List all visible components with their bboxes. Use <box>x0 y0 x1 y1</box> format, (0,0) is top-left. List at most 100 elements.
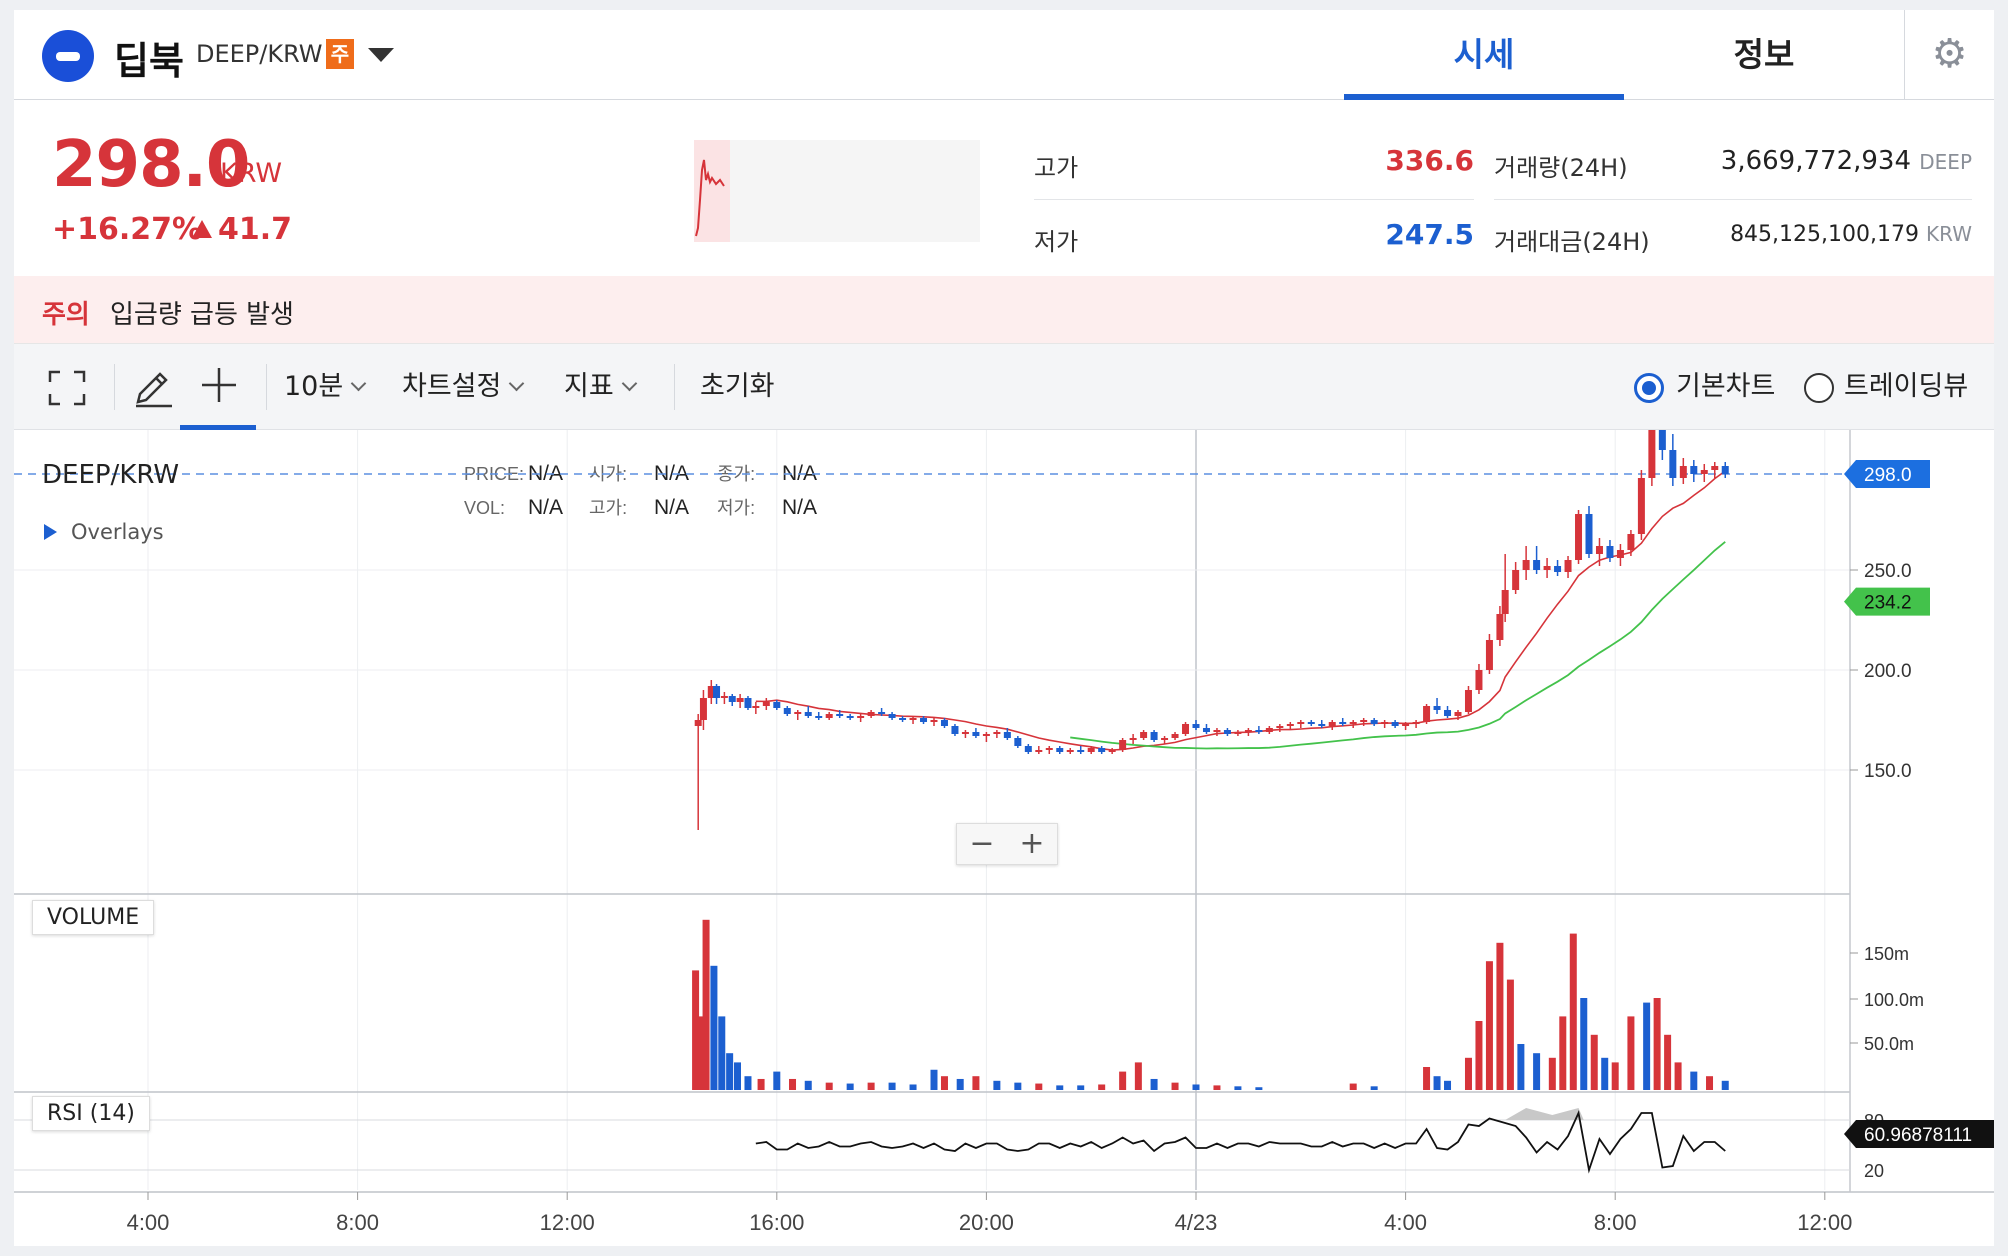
candle-body <box>940 720 948 726</box>
radio-tradingview[interactable] <box>1804 373 1834 403</box>
volume-bar <box>1506 979 1514 1090</box>
candle-body <box>1223 730 1231 734</box>
zoom-out-button[interactable]: − <box>969 826 995 861</box>
candle-body <box>1234 732 1242 734</box>
candle-body <box>993 732 1001 734</box>
candle-body <box>1533 560 1541 570</box>
ohlc-open-value: N/A <box>654 462 689 485</box>
zoom-in-button[interactable]: + <box>1019 826 1045 861</box>
coin-logo-icon <box>42 30 94 82</box>
candle-body <box>1182 724 1190 734</box>
candle-body <box>1192 724 1200 728</box>
candle-body <box>1433 706 1441 710</box>
candle-body <box>867 712 875 716</box>
candle-body <box>1286 724 1294 726</box>
volume-bar <box>734 1062 741 1090</box>
candle-body <box>1318 724 1326 726</box>
volume-tick-label: 150m <box>1864 944 1909 964</box>
candle-body <box>961 732 969 734</box>
fullscreen-icon[interactable] <box>48 370 86 406</box>
change-rate: +16.27% <box>52 212 203 247</box>
candle-body <box>836 714 844 716</box>
candle-body <box>1595 546 1603 554</box>
candle-body <box>1381 722 1389 724</box>
up-triangle-icon <box>192 220 212 238</box>
candle-body <box>920 718 928 722</box>
volume-bar <box>773 1071 781 1090</box>
volume-24h-label: 거래량(24H) <box>1494 154 1628 182</box>
volume-bar <box>1370 1086 1378 1090</box>
rsi-tick-label: 20 <box>1864 1161 1884 1181</box>
candle-body <box>1077 750 1085 752</box>
volume-bar <box>1433 1076 1441 1090</box>
candle-body <box>1108 750 1116 752</box>
candle-body <box>1475 670 1483 690</box>
volume-bar <box>1721 1080 1729 1090</box>
tab-price[interactable]: 시세 <box>1344 10 1624 100</box>
zoom-controls: − + <box>956 823 1058 865</box>
indicators-menu[interactable]: 지표 <box>564 344 637 430</box>
volume-bar <box>940 1076 948 1090</box>
value-24h-label: 거래대금(24H) <box>1494 228 1650 256</box>
interval-select[interactable]: 10분 <box>284 344 367 430</box>
candle-body <box>1370 720 1378 724</box>
volume-bar <box>1569 933 1577 1090</box>
volume-bar <box>1349 1083 1357 1090</box>
chart-area[interactable]: PRICE: N/A 시가: N/A 종가: N/A VOL: N/A 고가: N/A 저가: N/A… <box>14 430 1994 1246</box>
volume-bar <box>1234 1086 1242 1090</box>
candle-body <box>773 702 781 708</box>
price-tick-label: 200.0 <box>1864 661 1912 682</box>
reset-button[interactable]: 초기화 <box>700 371 775 402</box>
volume-bar <box>888 1082 896 1090</box>
candle-body <box>1464 690 1472 712</box>
divider <box>1034 199 1474 200</box>
volume-24h-value: 3,669,772,934 DEEP <box>1720 146 1972 176</box>
volume-bar <box>1653 998 1661 1090</box>
header: 딥북 DEEP/KRW 주 시세 정보 ⚙ <box>14 10 1994 100</box>
candle-body <box>1564 560 1572 572</box>
chart-settings-menu[interactable]: 차트설정 <box>402 344 525 430</box>
radio-basic-chart[interactable] <box>1634 373 1664 403</box>
candle-body <box>1255 730 1263 732</box>
trading-pair[interactable]: DEEP/KRW <box>196 40 323 68</box>
price-unit: KRW <box>220 158 283 189</box>
candle-body <box>1721 466 1729 474</box>
x-tick-label: 12:00 <box>540 1210 595 1235</box>
candle-body <box>1391 722 1399 726</box>
volume-bar <box>1119 1071 1127 1090</box>
x-tick-label: 12:00 <box>1797 1210 1852 1235</box>
tradingview-label[interactable]: 트레이딩뷰 <box>1844 371 1969 402</box>
volume-bar <box>1496 942 1504 1090</box>
current-price: 298.0 <box>52 128 250 202</box>
candle-body <box>694 720 702 726</box>
volume-bar <box>956 1078 964 1090</box>
volume-bar <box>1664 1034 1672 1090</box>
caution-badge: 주 <box>326 39 354 69</box>
candle-body <box>1637 478 1645 534</box>
crosshair-tool[interactable] <box>180 344 256 430</box>
volume-tick-label: 100.0m <box>1864 990 1924 1010</box>
candle-body <box>1402 724 1410 726</box>
volume-bar <box>1213 1085 1221 1090</box>
price-sparkline <box>694 140 980 242</box>
tab-info[interactable]: 정보 <box>1733 35 1795 74</box>
candle-body <box>1119 740 1127 750</box>
candle-body <box>804 712 812 716</box>
basic-chart-label[interactable]: 기본차트 <box>1676 371 1776 402</box>
overlays-toggle[interactable]: Overlays <box>44 520 164 544</box>
pair-dropdown-icon[interactable] <box>368 48 394 62</box>
candle-body <box>909 718 917 720</box>
ma-badge-text: 234.2 <box>1864 593 1912 614</box>
candle-body <box>1056 748 1064 752</box>
candle-body <box>1700 470 1708 474</box>
gear-icon[interactable]: ⚙ <box>1904 10 1994 100</box>
volume-bar <box>1517 1044 1525 1090</box>
candle-body <box>699 698 707 720</box>
volume-bar <box>1559 1016 1567 1090</box>
volume-bar <box>744 1076 752 1090</box>
pencil-icon[interactable] <box>132 368 174 408</box>
ma-badge <box>1844 587 1930 616</box>
candle-body <box>1627 534 1635 550</box>
volume-bar <box>718 1016 726 1090</box>
